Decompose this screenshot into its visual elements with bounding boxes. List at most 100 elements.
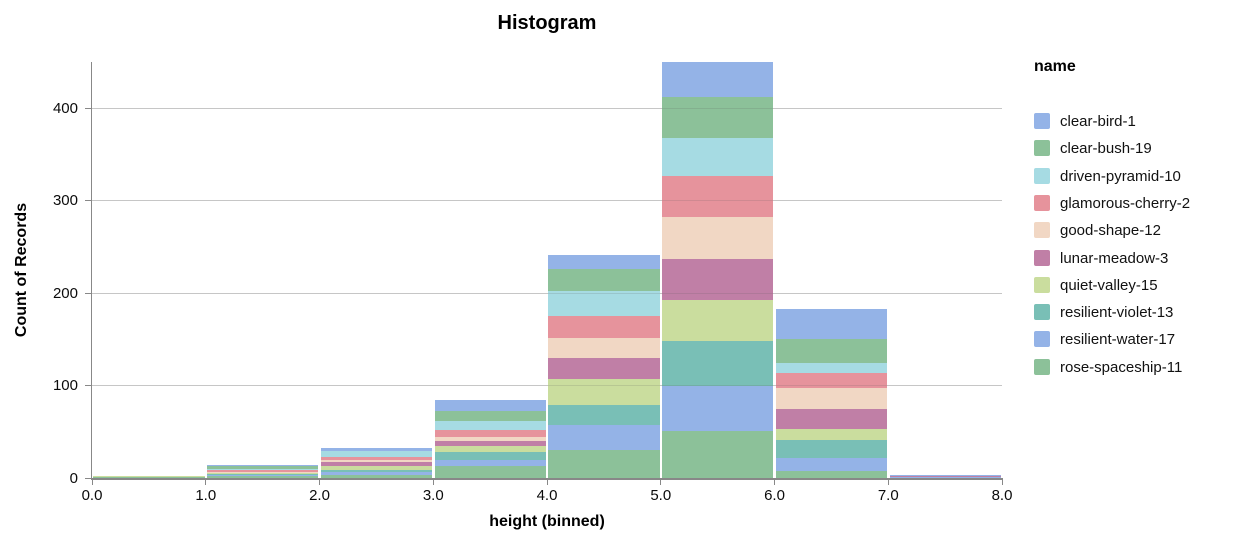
bar-segment-glamorous-cherry-2 [207, 469, 319, 472]
bar-segment-resilient-water-17 [662, 385, 774, 431]
legend-item-label: quiet-valley-15 [1060, 276, 1158, 294]
bar-segment-clear-bird-1 [207, 465, 319, 466]
y-tick-label: 400 [52, 99, 78, 117]
legend-swatch [1034, 331, 1050, 348]
x-tick-label: 8.0 [991, 487, 1013, 504]
bar-segment-driven-pyramid-10 [207, 468, 319, 470]
bar-segment-resilient-water-17 [548, 425, 660, 451]
gridline-overlay [92, 385, 1002, 387]
x-tick-label: 2.0 [309, 487, 330, 504]
bar-segment-quiet-valley-15 [207, 473, 319, 475]
bar-segment-quiet-valley-15 [320, 465, 432, 470]
y-tick [85, 477, 91, 479]
bar-segment-resilient-violet-13 [775, 440, 887, 458]
y-tick [85, 385, 91, 387]
legend-title: name [1034, 58, 1076, 75]
x-tick [91, 480, 93, 485]
legend-swatch [1034, 358, 1050, 375]
x-tick-label: 7.0 [877, 487, 899, 504]
bar-segment-good-shape-12 [775, 388, 887, 409]
bar-segment-clear-bush-19 [662, 97, 774, 138]
legend-swatch [1034, 304, 1050, 321]
legend-swatch [1034, 249, 1050, 266]
gridline [92, 385, 1002, 387]
bar-segment-clear-bird-1 [662, 62, 774, 98]
bar-segment-glamorous-cherry-2 [775, 372, 887, 389]
y-tick-label: 0 [69, 469, 78, 487]
bar-segment-lunar-meadow-3 [889, 476, 1001, 478]
legend-swatch [1034, 276, 1050, 293]
bar-segment-clear-bird-1 [320, 448, 432, 452]
bar-segment-lunar-meadow-3 [434, 441, 546, 446]
y-tick [85, 200, 91, 202]
legend-item-label: clear-bush-19 [1060, 140, 1152, 158]
bar-segment-driven-pyramid-10 [662, 137, 774, 176]
legend-item-label: driven-pyramid-10 [1060, 167, 1181, 185]
x-tick-label: 0.0 [81, 487, 103, 504]
legend-swatch [1034, 167, 1050, 184]
gridline [92, 107, 1002, 109]
legend-swatch [1034, 113, 1050, 129]
bar-segment-rose-spaceship-11 [320, 475, 432, 478]
x-axis-title: height (binned) [489, 513, 605, 530]
bar-segment-rose-spaceship-11 [548, 450, 660, 478]
bar-segment-lunar-meadow-3 [207, 472, 319, 474]
bar-segment-good-shape-12 [207, 471, 319, 473]
chart-title: Histogram [497, 12, 597, 34]
legend-item-label: resilient-water-17 [1060, 331, 1176, 349]
bar-segment-good-shape-12 [434, 437, 546, 441]
bar-segment-resilient-violet-13 [320, 469, 432, 473]
bar-segment-clear-bird-1 [775, 308, 887, 340]
x-tick [887, 480, 889, 485]
bar-segment-resilient-water-17 [320, 472, 432, 476]
bar-segment-lunar-meadow-3 [548, 357, 660, 380]
bar-segment-clear-bush-19 [775, 339, 887, 364]
bar-segment-good-shape-12 [662, 217, 774, 259]
gridline [92, 200, 1002, 202]
x-tick [774, 480, 775, 485]
x-tick [432, 480, 434, 485]
legend-item-label: glamorous-cherry-2 [1060, 194, 1191, 212]
bar-segment-glamorous-cherry-2 [320, 456, 432, 461]
legend-swatch [1034, 222, 1050, 239]
bar-segment-rose-spaceship-11 [207, 476, 319, 478]
bar-segment-clear-bird-1 [548, 255, 660, 270]
x-tick [1001, 480, 1003, 485]
y-tick-label: 300 [52, 192, 78, 210]
y-tick-label: 200 [52, 284, 78, 302]
gridline [92, 292, 1002, 294]
bar-segment-clear-bird-1 [434, 400, 546, 411]
x-axis-line [91, 478, 1003, 480]
bar-segment-lunar-meadow-3 [662, 258, 774, 300]
legend-item-label: good-shape-12 [1060, 222, 1161, 240]
x-tick-label: 5.0 [650, 487, 672, 504]
bar-segment-clear-bush-19 [207, 465, 319, 469]
gridline-overlay [92, 200, 1002, 202]
bar-segment-quiet-valley-15 [434, 445, 546, 453]
legend-item-label: lunar-meadow-3 [1060, 249, 1169, 267]
x-tick-label: 6.0 [764, 487, 785, 504]
legend-items: clear-bird-1 clear-bush-19 driven-pyramid-… [1034, 90, 1244, 383]
bar-segment-resilient-water-17 [207, 475, 319, 477]
bar-segment-resilient-water-17 [889, 477, 1001, 478]
bar-segment-quiet-valley-15 [93, 476, 205, 478]
legend-item-label: clear-bird-1 [1060, 113, 1136, 130]
y-axis-line [91, 62, 92, 479]
legend-swatch [1034, 140, 1050, 157]
plot-area [92, 62, 1002, 478]
bar-segment-good-shape-12 [320, 460, 432, 463]
bar-segment-resilient-violet-13 [434, 452, 546, 460]
gridline-overlay [92, 292, 1002, 294]
y-tick [85, 107, 91, 109]
y-tick [85, 292, 91, 294]
y-axis-title: Count of Records [13, 202, 30, 338]
legend-swatch [1034, 194, 1050, 211]
x-tick [660, 480, 662, 485]
bar-segment-resilient-violet-13 [207, 474, 319, 476]
bar-segment-rose-spaceship-11 [434, 465, 546, 478]
bar-segment-clear-bush-19 [548, 269, 660, 292]
bar-segment-resilient-water-17 [434, 459, 546, 466]
legend-item-label: rose-spaceship-11 [1060, 358, 1183, 376]
x-tick-label: 1.0 [195, 487, 217, 504]
